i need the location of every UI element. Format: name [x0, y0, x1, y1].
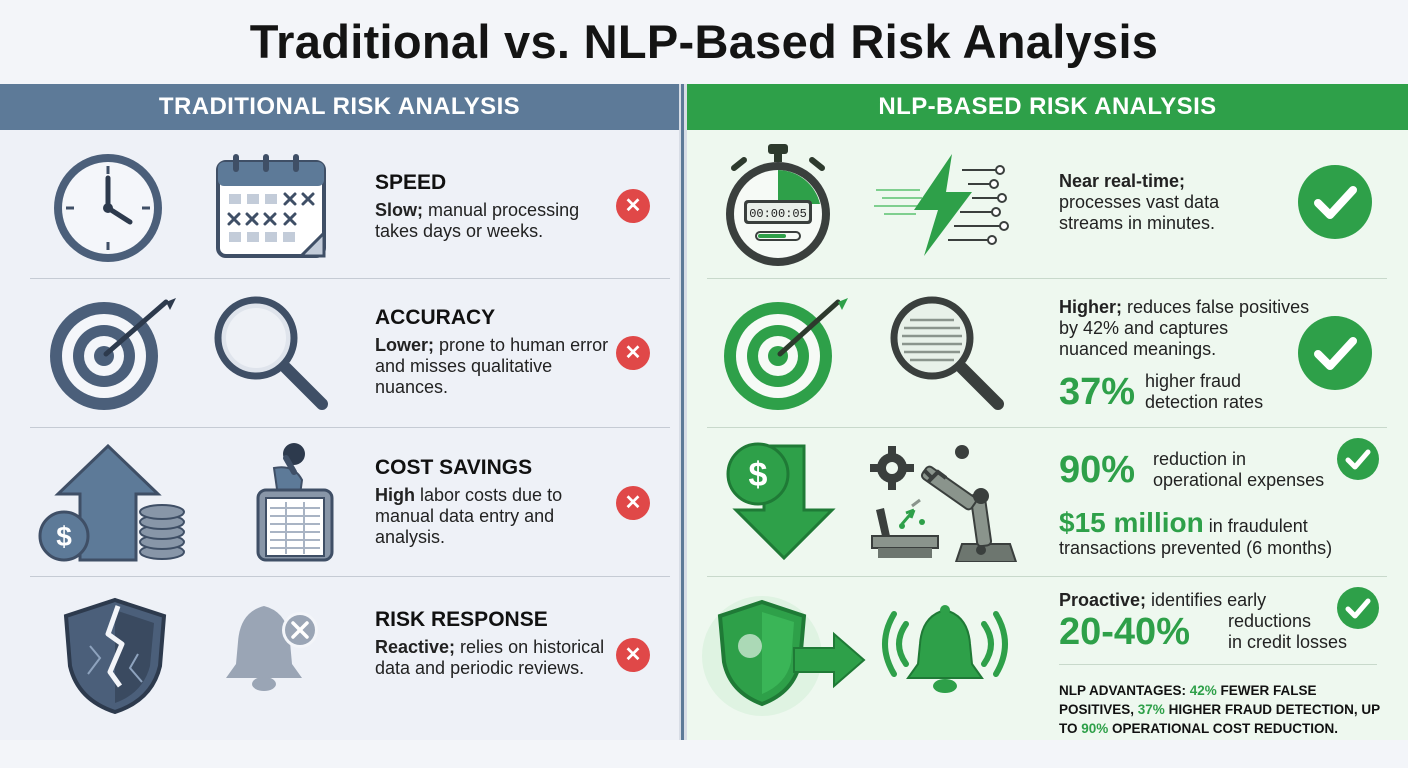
row-divider: [30, 427, 670, 428]
accuracy-text: prone to human error and misses qualitat…: [375, 335, 609, 397]
accuracy-criterion: ACCURACY Lower; prone to human error and…: [375, 306, 615, 398]
nlp-advantages-summary: NLP ADVANTAGES: 42% FEWER FALSE POSITIVE…: [1059, 681, 1389, 738]
row-divider: [30, 278, 670, 279]
summary-highlight: 37%: [1137, 702, 1165, 717]
row-divider: [707, 427, 1387, 428]
nlp-accuracy-text: Higher; reduces false positives by 42% a…: [1059, 297, 1339, 360]
x-mark-icon: ✕: [616, 638, 650, 672]
credit-loss-label: reductions in credit losses: [1228, 611, 1368, 653]
fraud-prevented-label-2: transactions prevented (6 months): [1059, 538, 1333, 558]
cost-heading: COST SAVINGS: [375, 456, 533, 479]
overworked-person-icon: [256, 443, 334, 562]
check-icon: [1337, 587, 1379, 629]
summary-part: FEWER FALSE POSITIVES,: [1059, 683, 1317, 717]
accuracy-bold: Lower;: [375, 335, 435, 355]
fraud-detection-label: higher fraud detection rates: [1145, 371, 1285, 413]
svg-text:$: $: [56, 521, 72, 552]
risk-text: relies on historical data and periodic r…: [375, 637, 605, 678]
fraud-detection-label-2: detection rates: [1145, 392, 1264, 412]
x-mark-icon: ✕: [616, 189, 650, 223]
credit-loss-stat: 20-40%: [1059, 611, 1190, 653]
clock-icon: [54, 154, 162, 262]
nlp-header: NLP-BASED RISK ANALYSIS: [687, 84, 1408, 130]
row-divider: [707, 278, 1387, 279]
nlp-speed-desc: processes vast data streams in minutes.: [1059, 192, 1220, 233]
fraud-prevented-text: $15 million in fraudulent transactions p…: [1059, 508, 1379, 559]
summary-part: OPERATIONAL COST REDUCTION.: [1108, 721, 1339, 736]
cost-down-icon: $: [726, 442, 836, 561]
fraud-detection-stat: 37%: [1059, 371, 1136, 413]
shield-arrow-icon: [702, 596, 866, 716]
summary-highlight: 42%: [1189, 683, 1217, 698]
risk-bold: Reactive;: [375, 637, 456, 657]
cost-bold: High: [375, 485, 415, 505]
svg-text:$: $: [749, 456, 768, 494]
bell-alert-icon: [882, 605, 1008, 693]
fraud-prevented-stat: $15 million: [1059, 507, 1204, 538]
row-divider: [707, 576, 1387, 577]
speed-criterion: SPEED Slow; manual processing takes days…: [375, 171, 615, 242]
footer-divider: [1059, 664, 1377, 665]
stopwatch-display: 00:00:05: [749, 207, 807, 221]
nlp-accuracy-desc-2: by 42% and captures: [1059, 318, 1229, 338]
opex-reduction-stat: 90%: [1059, 449, 1136, 491]
accuracy-heading: ACCURACY: [375, 306, 496, 329]
speed-text: manual processing takes days or weeks.: [375, 200, 580, 241]
nlp-accuracy-desc-1: reduces false positives: [1122, 297, 1310, 317]
target-green-icon: [724, 294, 848, 410]
automation-robot-icon: [870, 445, 1018, 562]
target-icon: [50, 294, 176, 410]
page-title: Traditional vs. NLP-Based Risk Analysis: [249, 15, 1159, 68]
credit-loss-label-1: reductions: [1228, 611, 1312, 631]
nlp-risk-desc: identifies early: [1146, 590, 1267, 610]
nlp-risk-text: Proactive; identifies early: [1059, 590, 1319, 611]
cost-text: labor costs due to manual data entry and…: [375, 485, 563, 547]
row-divider: [30, 576, 670, 577]
risk-heading: RISK RESPONSE: [375, 608, 548, 631]
risk-criterion: RISK RESPONSE Reactive; relies on histor…: [375, 608, 615, 679]
x-mark-icon: ✕: [616, 486, 650, 520]
credit-loss-label-2: in credit losses: [1228, 632, 1348, 652]
check-icon: [1337, 438, 1379, 480]
summary-part: NLP ADVANTAGES:: [1059, 683, 1190, 698]
nlp-accuracy-bold: Higher;: [1059, 297, 1122, 317]
magnifier-text-icon: [890, 296, 1004, 410]
fraud-detection-label-1: higher fraud: [1145, 371, 1242, 391]
x-mark-icon: ✕: [616, 336, 650, 370]
nlp-speed-text: Near real-time; processes vast data stre…: [1059, 171, 1259, 234]
fraud-prevented-label-1: in fraudulent: [1203, 516, 1308, 536]
lightning-data-icon: [874, 154, 1009, 256]
nlp-speed-bold: Near real-time;: [1059, 171, 1186, 191]
nlp-accuracy-desc-3: nuanced meanings.: [1059, 339, 1217, 359]
opex-reduction-label-1: reduction in: [1153, 449, 1247, 469]
summary-part: HIGHER FRAUD DETECTION, UP TO: [1059, 702, 1380, 736]
speed-bold: Slow;: [375, 200, 423, 220]
nlp-risk-bold: Proactive;: [1059, 590, 1147, 610]
opex-reduction-label-2: operational expenses: [1153, 470, 1325, 490]
rising-cost-icon: $: [38, 444, 185, 562]
opex-reduction-label: reduction in operational expenses: [1153, 449, 1353, 491]
broken-shield-icon: [63, 597, 167, 714]
stopwatch-icon: 00:00:05: [726, 144, 830, 266]
check-icon: [1298, 316, 1372, 390]
bell-muted-icon: [226, 606, 318, 691]
traditional-header: TRADITIONAL RISK ANALYSIS: [0, 84, 679, 130]
speed-heading: SPEED: [375, 171, 447, 194]
calendar-icon: [216, 154, 326, 258]
magnifier-icon: [214, 296, 328, 410]
panel-divider: [679, 84, 687, 740]
check-icon: [1298, 165, 1372, 239]
cost-criterion: COST SAVINGS High labor costs due to man…: [375, 456, 615, 548]
summary-highlight: 90%: [1081, 721, 1109, 736]
